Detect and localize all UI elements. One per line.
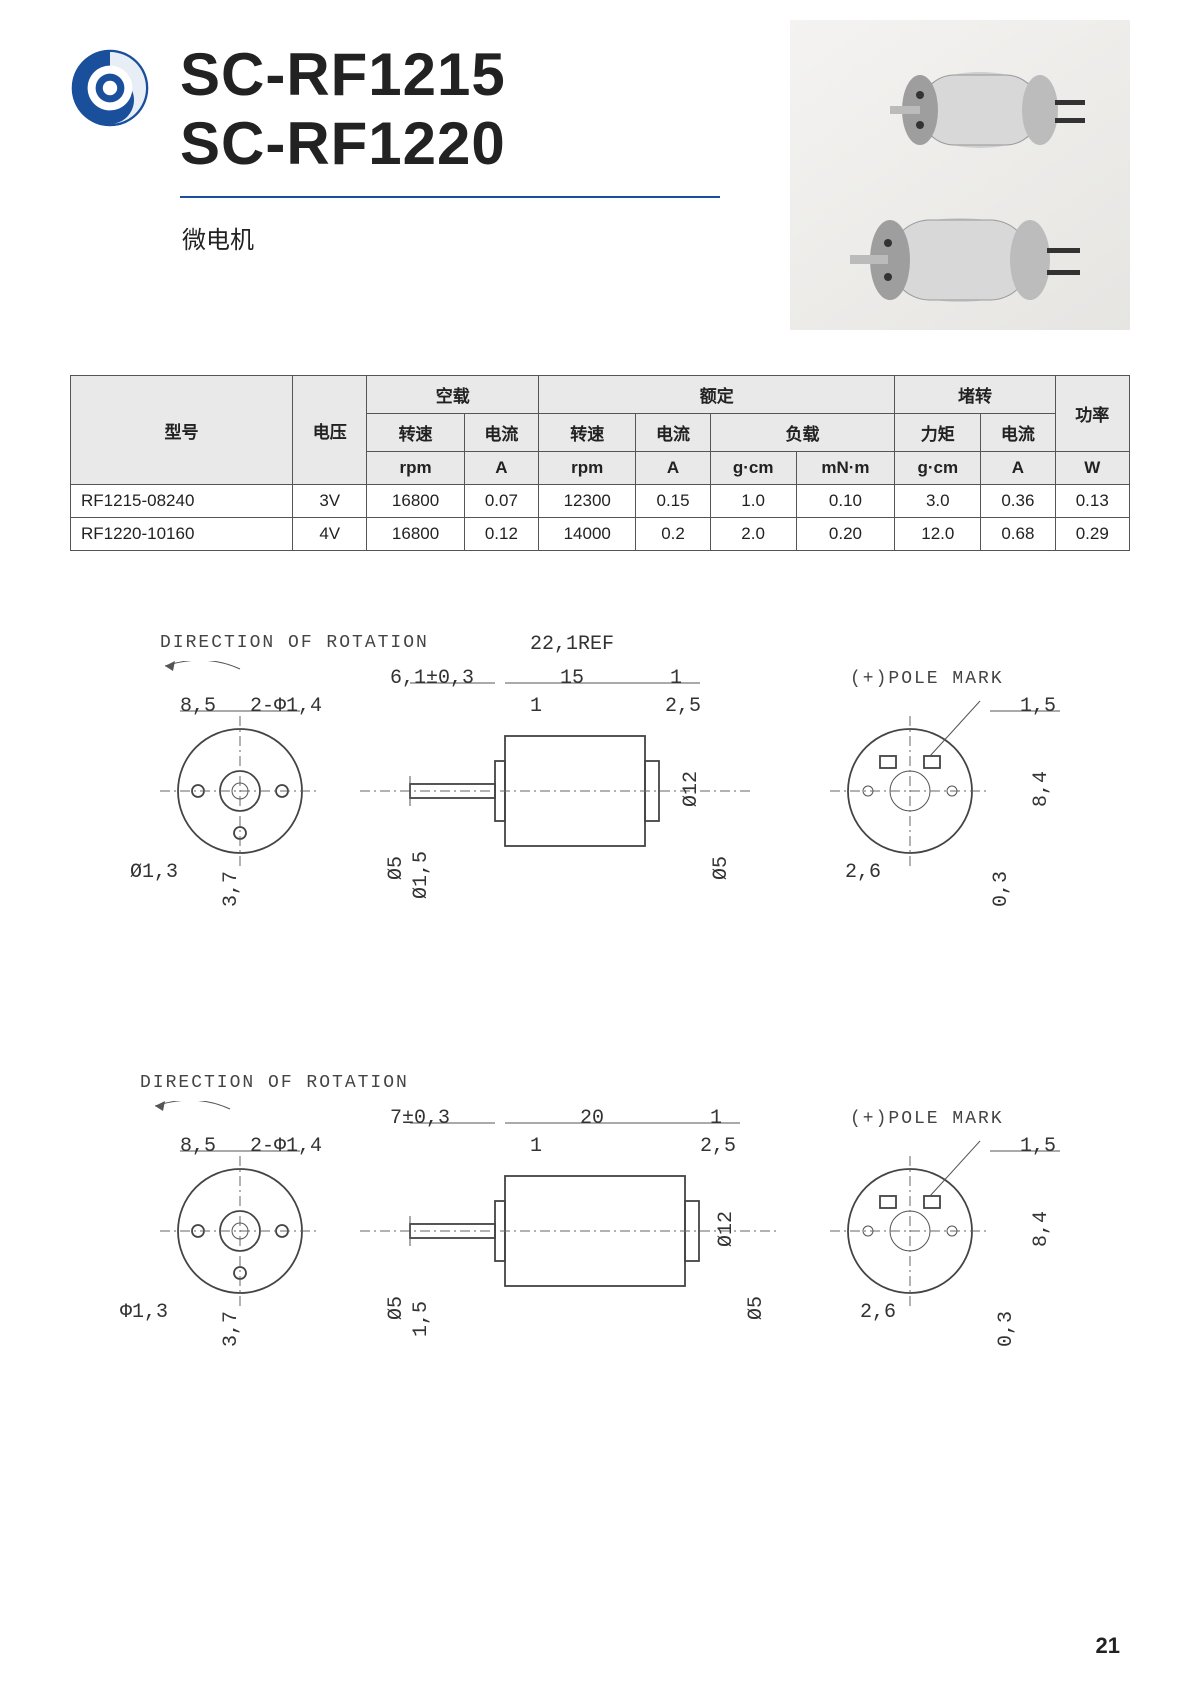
table-cell: 0.07 — [464, 485, 538, 518]
d1-pin-26: 2,6 — [845, 861, 881, 884]
table-cell: 0.12 — [464, 518, 538, 551]
d1-len-end: 1 — [670, 667, 682, 690]
d1-len-main: 15 — [560, 667, 584, 690]
d2-shaft-len: 7±0,3 — [390, 1107, 450, 1130]
d2-tab-1: 1 — [530, 1135, 542, 1158]
d1-v-37: 3,7 — [220, 871, 243, 907]
table-cell: 16800 — [367, 485, 464, 518]
d2-pin-26: 2,6 — [860, 1301, 896, 1324]
table-cell: 2.0 — [710, 518, 796, 551]
table-cell: 14000 — [539, 518, 636, 551]
u-s-cur: A — [981, 452, 1055, 485]
d2-d5: Ø5 — [385, 1296, 408, 1320]
d2-d15: 1,5 — [410, 1301, 433, 1337]
th-voltage: 电压 — [293, 376, 367, 485]
d1-pin-03: 0,3 — [990, 871, 1013, 907]
u-r-mnm: mN·m — [796, 452, 895, 485]
d2-v-37: 3,7 — [220, 1311, 243, 1347]
u-r-speed: rpm — [539, 452, 636, 485]
u-r-cur: A — [636, 452, 710, 485]
table-cell: 0.36 — [981, 485, 1055, 518]
d2-hole-d: Φ1,3 — [120, 1301, 168, 1324]
d2-pin-03: 0,3 — [995, 1311, 1018, 1347]
d1-d5: Ø5 — [385, 856, 408, 880]
d1-top-ref: 22,1REF — [530, 633, 614, 656]
d2-len-end: 1 — [710, 1107, 722, 1130]
th-rated: 额定 — [539, 376, 895, 414]
table-cell: 0.2 — [636, 518, 710, 551]
d1-8-5: 8,5 — [180, 695, 216, 718]
table-cell: 1.0 — [710, 485, 796, 518]
th-s-cur: 电流 — [981, 414, 1055, 452]
table-cell: RF1220-10160 — [71, 518, 293, 551]
motor-photo-2-icon — [850, 185, 1090, 315]
header: SC-RF1215 SC-RF1220 微电机 — [70, 40, 1130, 255]
product-photo — [790, 20, 1130, 330]
table-cell: 4V — [293, 518, 367, 551]
table-cell: 3V — [293, 485, 367, 518]
d2-pin-15: 1,5 — [1020, 1135, 1056, 1158]
d1-tab-1: 1 — [530, 695, 542, 718]
d2-pin-84: 8,4 — [1030, 1211, 1053, 1247]
motor-photo-1-icon — [890, 40, 1110, 160]
d1-pin-84: 8,4 — [1030, 771, 1053, 807]
table-cell: 3.0 — [895, 485, 981, 518]
th-noload: 空载 — [367, 376, 539, 414]
d1-tab-25: 2,5 — [665, 695, 701, 718]
d1-pin-15: 1,5 — [1020, 695, 1056, 718]
table-cell: 0.29 — [1055, 518, 1129, 551]
diagram-1: DIRECTION OF ROTATION (+)POLE MARK 22,1R… — [110, 661, 1090, 931]
d2-tab-25: 2,5 — [700, 1135, 736, 1158]
d1-holes: 2-Φ1,4 — [250, 695, 322, 718]
table-cell: 16800 — [367, 518, 464, 551]
rotation-label-2: DIRECTION OF ROTATION — [140, 1073, 409, 1093]
diagrams-container: DIRECTION OF ROTATION (+)POLE MARK 22,1R… — [70, 661, 1130, 1371]
u-power: W — [1055, 452, 1129, 485]
th-nl-speed: 转速 — [367, 414, 464, 452]
table-row: RF1215-082403V168000.07123000.151.00.103… — [71, 485, 1130, 518]
d2-len-main: 20 — [580, 1107, 604, 1130]
pole-label-2: (+)POLE MARK — [850, 1109, 1004, 1129]
table-cell: 0.68 — [981, 518, 1055, 551]
brand-logo-icon — [70, 48, 150, 128]
d1-shaft-len: 6,1±0,3 — [390, 667, 474, 690]
table-cell: 0.10 — [796, 485, 895, 518]
table-cell: 0.20 — [796, 518, 895, 551]
th-stall: 堵转 — [895, 376, 1055, 414]
d2-rear-d5: Ø5 — [745, 1296, 768, 1320]
d2-d12: Ø12 — [715, 1211, 738, 1247]
th-r-load: 负载 — [710, 414, 895, 452]
page-number: 21 — [1096, 1633, 1120, 1659]
d1-hole-d: Ø1,3 — [130, 861, 178, 884]
th-model: 型号 — [71, 376, 293, 485]
table-cell: 12.0 — [895, 518, 981, 551]
th-nl-cur: 电流 — [464, 414, 538, 452]
table-cell: 0.13 — [1055, 485, 1129, 518]
diagram-2: DIRECTION OF ROTATION (+)POLE MARK 7±0,3… — [110, 1101, 1090, 1371]
d1-d15: Ø1,5 — [410, 851, 433, 899]
d1-d12: Ø12 — [680, 771, 703, 807]
th-r-cur: 电流 — [636, 414, 710, 452]
u-s-torque: g·cm — [895, 452, 981, 485]
table-cell: 12300 — [539, 485, 636, 518]
u-r-gcm: g·cm — [710, 452, 796, 485]
spec-table-container: 型号 电压 空载 额定 堵转 功率 转速 电流 转速 电流 负载 力矩 电流 — [70, 375, 1130, 551]
table-cell: 0.15 — [636, 485, 710, 518]
d1-rear-d5: Ø5 — [710, 856, 733, 880]
u-nl-cur: A — [464, 452, 538, 485]
pole-label-1: (+)POLE MARK — [850, 669, 1004, 689]
table-row: RF1220-101604V168000.12140000.22.00.2012… — [71, 518, 1130, 551]
rotation-label-1: DIRECTION OF ROTATION — [160, 633, 429, 653]
title-divider — [180, 196, 720, 198]
d2-8-5: 8,5 — [180, 1135, 216, 1158]
u-nl-speed: rpm — [367, 452, 464, 485]
spec-table: 型号 电压 空载 额定 堵转 功率 转速 电流 转速 电流 负载 力矩 电流 — [70, 375, 1130, 551]
th-r-speed: 转速 — [539, 414, 636, 452]
d2-holes: 2-Φ1,4 — [250, 1135, 322, 1158]
th-s-torque: 力矩 — [895, 414, 981, 452]
table-cell: RF1215-08240 — [71, 485, 293, 518]
th-power: 功率 — [1055, 376, 1129, 452]
